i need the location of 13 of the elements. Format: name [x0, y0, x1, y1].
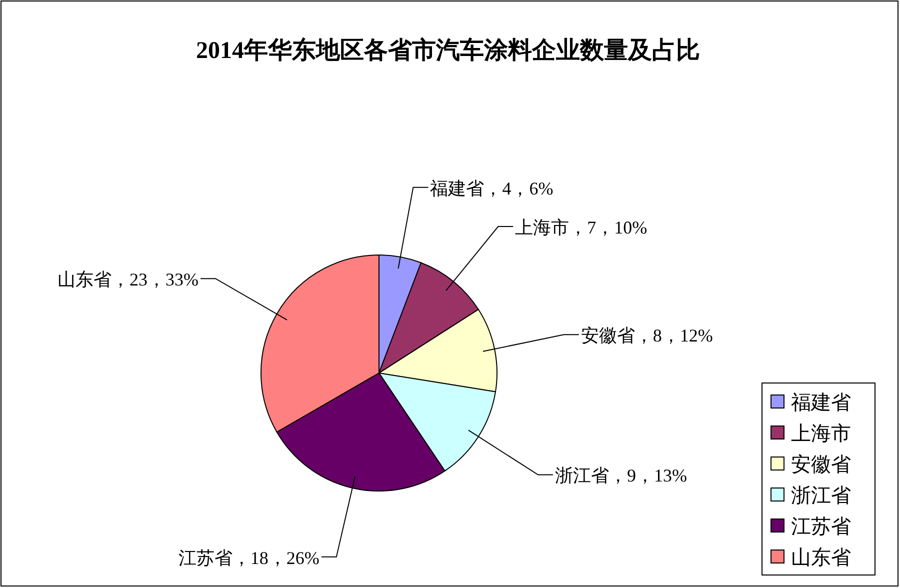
- data-label: 江苏省，18，26%: [178, 548, 320, 568]
- data-label: 浙江省，9，13%: [555, 466, 688, 486]
- data-label: 山东省，23，33%: [57, 270, 198, 290]
- legend-label: 上海市: [791, 423, 851, 445]
- chart-title: 2014年华东地区各省市汽车涂料企业数量及占比: [196, 37, 700, 64]
- data-label: 福建省，4，6%: [430, 178, 554, 198]
- legend-label: 安徽省: [791, 454, 851, 476]
- data-label: 上海市，7，10%: [515, 218, 648, 238]
- legend-label: 江苏省: [791, 516, 851, 538]
- legend-label: 山东省: [791, 547, 851, 569]
- data-label: 安徽省，8，12%: [580, 326, 713, 346]
- legend-label: 福建省: [791, 392, 851, 414]
- legend-label: 浙江省: [791, 485, 851, 507]
